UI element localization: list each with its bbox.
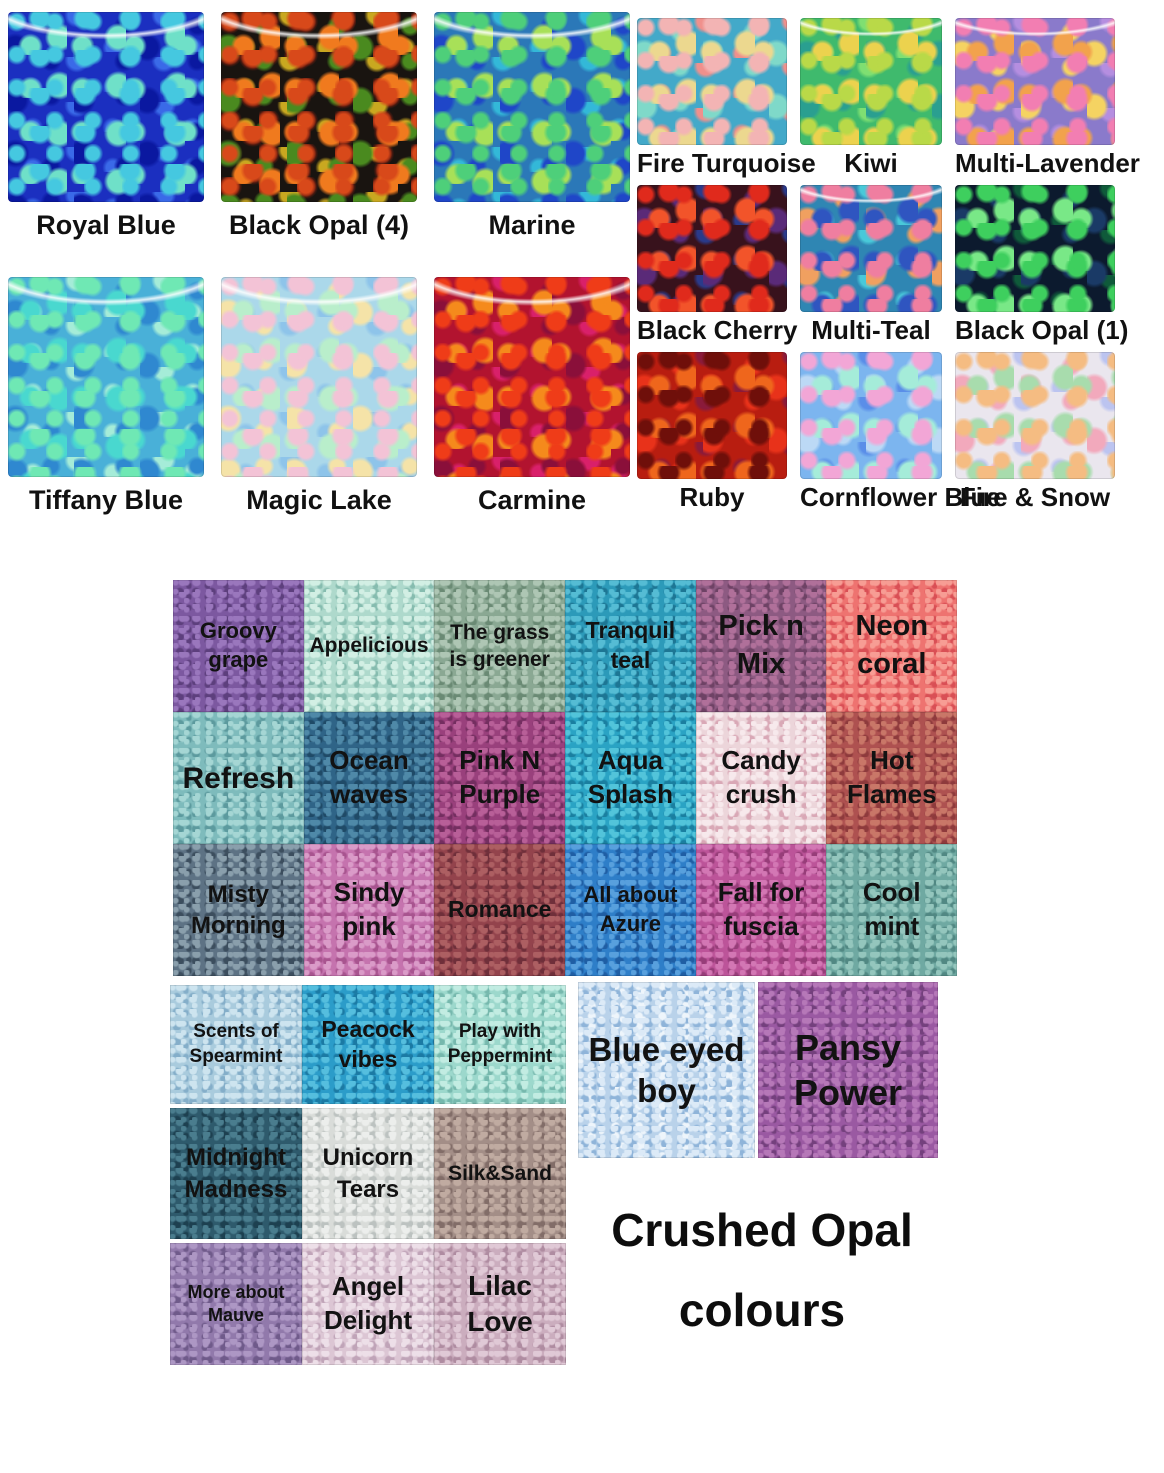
cell-groovy-grape: Groovy grape [173, 580, 304, 712]
opal-fire-turquoise: Fire Turquoise [637, 18, 816, 179]
cell-play-with-peppermint: Play with Peppermint [434, 985, 566, 1104]
opal-marine: Marine [434, 12, 630, 241]
cell-refresh: Refresh [173, 712, 304, 844]
crushed-grid-lower: Scents of Spearmint Peacock vibes Play w… [170, 985, 566, 1365]
crushed-grid-upper: Groovy grape Appelicious The grass is gr… [173, 580, 957, 976]
opal-label-marine: Marine [488, 210, 576, 240]
opal-black-opal-4: Black Opal (4) [221, 12, 417, 241]
opal-tiffany-blue: Tiffany Blue [8, 277, 204, 516]
cell-appelicious: Appelicious [304, 580, 435, 712]
opal-label-multi-teal: Multi-Teal [811, 314, 931, 345]
cell-midnight-madness: Midnight Madness [170, 1108, 302, 1239]
cell-silk-and-sand: Silk&Sand [434, 1108, 566, 1239]
opal-photo-cornflower-blue [800, 351, 942, 479]
opal-magic-lake: Magic Lake [221, 277, 417, 516]
opal-fire-and-snow: Fire & Snow [955, 351, 1115, 513]
cell-the-grass-is-greener: The grass is greener [434, 580, 565, 712]
opal-photo-kiwi [800, 18, 942, 145]
opal-label-black-opal-1: Black Opal (1) [955, 314, 1129, 345]
opal-photo-tiffany-blue [8, 277, 204, 477]
opal-label-black-opal-4: Black Opal (4) [228, 210, 410, 240]
opal-photo-multi-teal [800, 184, 942, 312]
cell-candy-crush: Candy crush [696, 712, 827, 844]
large-opal-section: Royal Blue Black Opal (4) Marine Tiffany… [8, 12, 630, 516]
opal-label-kiwi: Kiwi [844, 148, 898, 178]
opal-label-multi-lavender: Multi-Lavender [955, 148, 1140, 178]
cell-peacock-vibes: Peacock vibes [302, 985, 434, 1104]
opal-royal-blue: Royal Blue [8, 12, 204, 241]
page-title-line2: colours [678, 1284, 846, 1337]
opal-cornflower-blue: Cornflower Blue [800, 351, 1001, 513]
opal-kiwi: Kiwi [800, 18, 942, 179]
cell-lilac-love: Lilac Love [434, 1243, 566, 1365]
cell-neon-coral: Neon coral [826, 580, 957, 712]
opal-photo-black-opal-4 [221, 12, 417, 202]
cell-aqua-splash: Aqua Splash [565, 712, 696, 844]
opal-photo-black-cherry [637, 184, 787, 312]
opal-photo-carmine [434, 277, 630, 477]
opal-photo-multi-lavender [955, 18, 1115, 145]
cell-angel-delight: Angel Delight [302, 1243, 434, 1365]
opal-photo-ruby [637, 351, 787, 479]
opal-photo-black-opal-1 [955, 184, 1115, 312]
cell-pansy-power: Pansy Power [758, 982, 938, 1158]
cell-unicorn-tears: Unicorn Tears [302, 1108, 434, 1239]
cell-pink-n-purple: Pink N Purple [434, 712, 565, 844]
cell-hot-flames: Hot Flames [826, 712, 957, 844]
opal-label-tiffany-blue: Tiffany Blue [28, 485, 184, 515]
opal-photo-magic-lake [221, 277, 417, 477]
cell-scents-of-spearmint: Scents of Spearmint [170, 985, 302, 1104]
opal-label-ruby: Ruby [679, 481, 745, 512]
page-title: Crushed Opal colours [560, 1190, 964, 1350]
cell-blue-eyed-boy: Blue eyed boy [578, 982, 755, 1158]
opal-label-cornflower-blue: Cornflower Blue [800, 481, 1001, 512]
cell-more-about-mauve: More about Mauve [170, 1243, 302, 1365]
cell-romance: Romance [434, 844, 565, 976]
opal-multi-lavender: Multi-Lavender [955, 18, 1140, 179]
opal-label-carmine: Carmine [477, 485, 587, 515]
cell-all-about-azure: All about Azure [565, 844, 696, 976]
opal-black-cherry: Black Cherry [637, 184, 798, 346]
small-opal-section: Fire Turquoise Kiwi Multi-Lavender Black… [637, 18, 1140, 513]
opal-label-royal-blue: Royal Blue [36, 210, 176, 240]
opal-carmine: Carmine [434, 277, 630, 516]
opal-photo-fire-turquoise [637, 18, 787, 145]
opal-photo-fire-and-snow [955, 351, 1115, 479]
cell-sindy-pink: Sindy pink [304, 844, 435, 976]
opal-multi-teal: Multi-Teal [800, 184, 942, 346]
opal-label-fire-and-snow: Fire & Snow [959, 481, 1111, 512]
cell-misty-morning: Misty Morning [173, 844, 304, 976]
cell-ocean-waves: Ocean waves [304, 712, 435, 844]
opal-photo-royal-blue [8, 12, 204, 202]
cell-pick-n-mix: Pick n Mix [696, 580, 827, 712]
opal-ruby: Ruby [637, 351, 787, 513]
opal-label-fire-turquoise: Fire Turquoise [637, 148, 816, 178]
cell-tranquil-teal: Tranquil teal [565, 580, 696, 712]
page-title-line1: Crushed Opal [611, 1204, 913, 1256]
cell-cool-mint: Cool mint [826, 844, 957, 976]
opal-label-magic-lake: Magic Lake [246, 485, 392, 515]
opal-label-black-cherry: Black Cherry [637, 314, 798, 345]
opal-black-opal-1: Black Opal (1) [955, 184, 1129, 346]
opal-photo-marine [434, 12, 630, 202]
cell-fall-for-fuscia: Fall for fuscia [696, 844, 827, 976]
